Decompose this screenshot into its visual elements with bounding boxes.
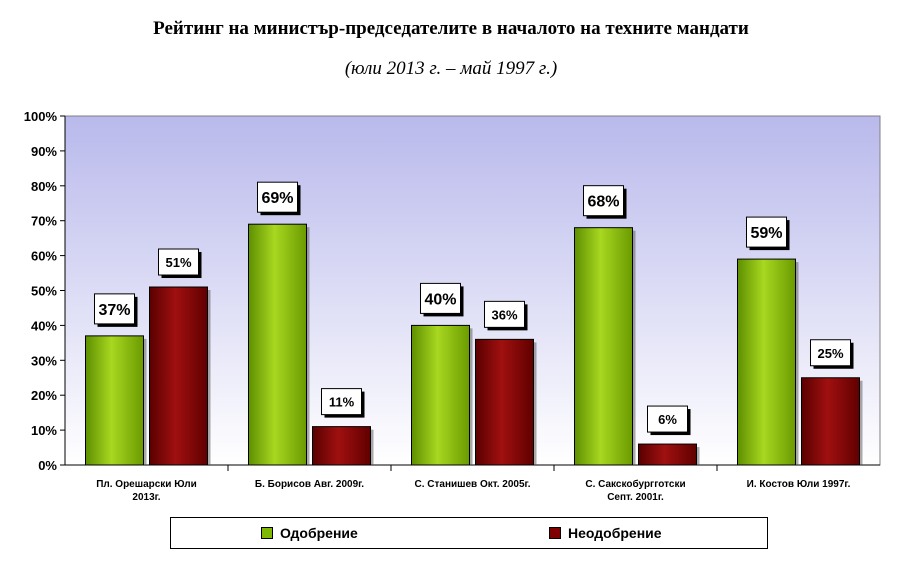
bar-approval — [574, 227, 633, 466]
data-label-box — [746, 216, 787, 248]
data-label: 68% — [587, 194, 619, 211]
data-label-box — [810, 339, 851, 367]
x-category-label: Септ. 2001г. — [607, 492, 664, 503]
legend-item-disapproval: Неодобрение — [549, 525, 662, 541]
bar-approval — [737, 258, 796, 466]
y-tick-label: 50% — [31, 284, 57, 299]
legend-swatch-disapproval — [549, 527, 561, 539]
legend-item-approval: Одобрение — [261, 525, 358, 541]
bar-disapproval — [149, 286, 208, 466]
y-tick-label: 10% — [31, 423, 57, 438]
data-label: 40% — [424, 291, 456, 308]
data-label: 37% — [98, 302, 130, 319]
data-label-box — [647, 405, 688, 433]
x-category-label: С. Сакскобургготски — [585, 478, 685, 490]
data-label: 69% — [261, 190, 293, 207]
x-category-label: Пл. Орешарски Юли — [96, 479, 197, 490]
data-label-box — [321, 388, 362, 416]
y-tick-label: 40% — [31, 318, 57, 333]
y-tick-label: 100% — [24, 109, 58, 124]
y-tick-label: 60% — [31, 249, 57, 264]
y-tick-label: 80% — [31, 179, 57, 194]
data-label-box — [257, 181, 298, 213]
data-label: 25% — [817, 346, 843, 361]
data-label: 36% — [491, 307, 517, 322]
bar-chart: 0% 10% 20% 30% 40% 50% 60% 70% 80% 90% 100% Пл. Оре… — [24, 109, 881, 503]
legend-label-disapproval: Неодобрение — [568, 525, 662, 541]
chart-title: Рейтинг на министър-председателите в нач… — [153, 18, 749, 39]
data-label: 11% — [329, 395, 355, 410]
x-category-label: И. Костов Юли 1997г. — [747, 479, 851, 490]
bar-approval — [85, 335, 144, 466]
bar-disapproval — [801, 377, 860, 466]
bar-approval — [411, 324, 470, 466]
y-tick-label: 70% — [31, 214, 57, 229]
data-label-box — [158, 248, 199, 276]
data-label: 51% — [165, 255, 191, 270]
bar-approval — [248, 223, 307, 466]
data-label-box — [484, 300, 525, 328]
y-tick-label: 30% — [31, 353, 57, 368]
bar-disapproval — [312, 426, 371, 466]
data-label-box — [420, 282, 461, 314]
x-category-label: С. Станишев Окт. 2005г. — [414, 479, 530, 490]
y-tick-label: 0% — [38, 458, 57, 473]
y-tick-label: 20% — [31, 388, 57, 403]
chart-subtitle: (юли 2013 г. – май 1997 г.) — [344, 58, 558, 79]
data-label: 6% — [658, 412, 677, 427]
x-category-label: Б. Борисов Авг. 2009г. — [255, 479, 364, 490]
y-tick-label: 90% — [31, 144, 57, 159]
legend-label-approval: Одобрение — [280, 525, 358, 541]
data-label-box — [583, 185, 624, 217]
bar-disapproval — [638, 443, 697, 466]
x-category-label: 2013г. — [132, 492, 160, 503]
bar-disapproval — [475, 338, 534, 466]
chart-legend: Одобрение Неодобрение — [170, 517, 768, 549]
data-label-box — [94, 293, 135, 325]
legend-swatch-approval — [261, 527, 273, 539]
data-label: 59% — [750, 225, 782, 242]
